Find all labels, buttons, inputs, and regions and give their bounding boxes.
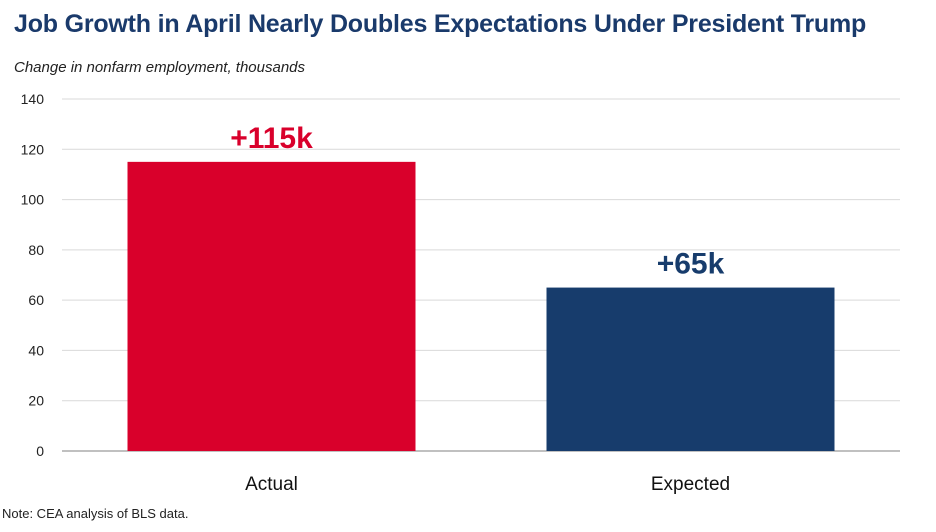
y-tick-label-40: 40 <box>28 342 44 358</box>
x-tick-label-expected: Expected <box>651 474 730 495</box>
y-tick-label-60: 60 <box>28 292 44 308</box>
bars <box>127 161 835 451</box>
x-axis-labels: Actual Expected <box>245 474 730 495</box>
x-tick-label-actual: Actual <box>245 474 298 495</box>
bar-expected <box>546 287 835 451</box>
data-label-actual: +115k <box>230 122 313 155</box>
bar-actual <box>127 161 416 451</box>
y-tick-label-140: 140 <box>21 91 45 107</box>
y-tick-label-100: 100 <box>21 192 45 208</box>
y-tick-label-0: 0 <box>36 443 44 459</box>
y-tick-label-120: 120 <box>21 141 45 157</box>
chart-subtitle: Change in nonfarm employment, thousands <box>14 59 306 76</box>
chart-title: Job Growth in April Nearly Doubles Expec… <box>14 10 867 38</box>
y-tick-label-80: 80 <box>28 242 44 258</box>
chart-note: Note: CEA analysis of BLS data. <box>2 506 189 521</box>
y-tick-label-20: 20 <box>28 393 44 409</box>
data-labels: +115k +65k <box>230 122 724 281</box>
data-label-expected: +65k <box>657 248 725 281</box>
y-axis-ticks: 0 20 40 60 80 100 120 140 <box>21 91 45 459</box>
